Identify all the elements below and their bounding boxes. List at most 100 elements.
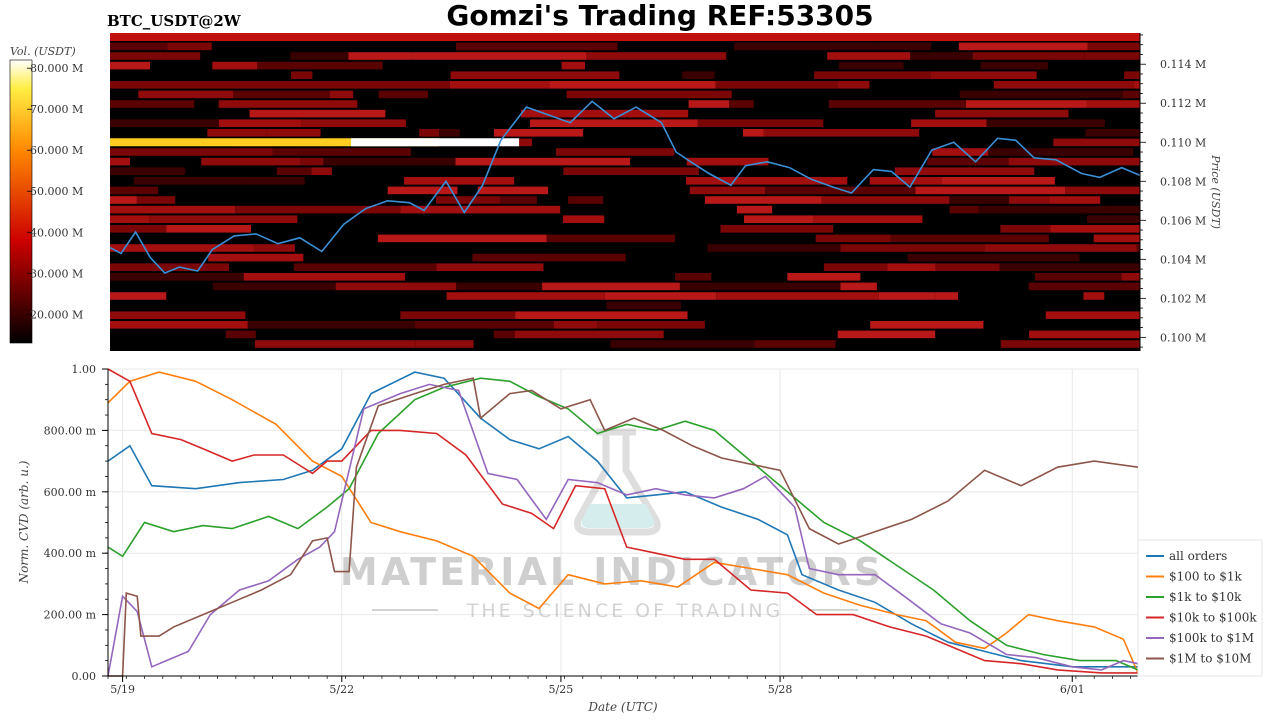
heatmap-band: [110, 167, 186, 175]
heatmap-band: [186, 321, 248, 329]
heatmap-band: [927, 157, 1009, 166]
heatmap-band: [1008, 157, 1140, 166]
heatmap-band: [218, 100, 358, 108]
heatmap-band: [675, 273, 712, 281]
heatmap-band: [720, 225, 834, 233]
colorbar-gradient: [9, 59, 33, 344]
heatmap-band: [225, 330, 256, 339]
heatmap-band: [404, 177, 515, 185]
heatmap-band: [985, 244, 1137, 252]
heatmap-band: [201, 157, 301, 166]
heatmap-band: [679, 282, 841, 291]
heatmap-band: [542, 282, 680, 291]
heatmap-band: [521, 109, 689, 118]
heatmap-band: [815, 234, 891, 243]
colorbar-tick-label: 60.000 M: [30, 144, 83, 157]
heatmap-band: [439, 129, 460, 137]
price-tick-label: 0.106 M: [1160, 214, 1206, 227]
heatmap-band: [207, 129, 267, 137]
heatmap-band: [208, 253, 304, 262]
heatmap-band: [257, 61, 383, 70]
heatmap-band: [446, 292, 605, 300]
heatmap-band: [110, 311, 246, 319]
cvd-axes: 0.00 200.00 m 400.00 m 600.00 m 800.00 m 1.00…: [44, 363, 1138, 696]
heatmap-band: [1000, 225, 1051, 233]
heatmap-band: [697, 119, 790, 127]
heatmap-band: [840, 244, 985, 252]
heatmap-band: [138, 90, 233, 99]
ticker-label: BTC_USDT@2W: [107, 12, 242, 30]
heatmap-band: [1085, 129, 1140, 137]
heatmap-band: [249, 109, 386, 118]
heatmap-band: [472, 253, 626, 262]
colorbar-tick-label: 80.000 M: [30, 62, 83, 75]
heatmap-band: [1087, 215, 1140, 223]
heatmap-band: [878, 292, 936, 300]
heatmap-band: [562, 215, 605, 223]
colorbar-label: Vol. (USDT): [10, 45, 76, 58]
heatmap-band: [1084, 52, 1140, 60]
heatmap-band: [493, 330, 515, 339]
heatmap-band: [110, 157, 130, 166]
heatmap-band: [743, 129, 764, 137]
heatmap-band: [707, 244, 841, 252]
price-tick-label: 0.104 M: [1160, 253, 1206, 266]
cvd-panel: MATERIAL INDICATORS THE SCIENCE OF TRADI…: [17, 363, 1263, 714]
heatmap-band: [763, 129, 920, 137]
legend-label: $100 to $1k: [1169, 570, 1242, 584]
heatmap-band: [110, 186, 159, 195]
heatmap-band: [300, 157, 324, 166]
price-tick-label: 0.110 M: [1160, 136, 1206, 149]
y-tick-label: 200.00 m: [44, 609, 97, 622]
heatmap-band: [1133, 81, 1140, 89]
heatmap-band: [715, 81, 838, 89]
heatmap-band: [254, 340, 416, 348]
heatmap-band: [110, 100, 195, 108]
heatmap-band: [400, 311, 516, 319]
liquidity-wall-peak: [351, 138, 520, 147]
heatmap-band: [133, 177, 245, 185]
x-tick-label: 5/28: [768, 683, 793, 696]
heatmap-band: [1029, 330, 1140, 339]
flask-liquid-icon: [581, 504, 655, 528]
heatmap-band: [682, 71, 715, 79]
heatmap-band: [910, 52, 973, 60]
heatmap-band: [110, 148, 273, 156]
price-axis: 0.114 M 0.112 M 0.110 M 0.108 M 0.106 M 0.104…: [1139, 33, 1206, 351]
heatmap-band: [276, 167, 312, 175]
x-tick-label: 5/22: [329, 683, 354, 696]
heatmap-band: [978, 205, 1105, 214]
heatmap-band: [166, 225, 251, 233]
y-tick-label: 600.00 m: [44, 486, 97, 499]
heatmap-band: [110, 215, 150, 223]
heatmap-band: [754, 340, 836, 348]
x-tick-label: 5/25: [549, 683, 574, 696]
series-line: [108, 377, 1139, 677]
heatmap-band: [266, 129, 321, 137]
heatmap-band: [765, 186, 916, 195]
heatmap-band: [1136, 244, 1140, 252]
price-tick-label: 0.102 M: [1160, 292, 1206, 305]
heatmap-band: [935, 263, 1000, 271]
heatmap-band: [911, 119, 987, 127]
heatmap-band: [906, 196, 950, 204]
heatmap-band: [935, 292, 959, 300]
heatmap-band: [827, 52, 911, 60]
heatmap-band: [686, 177, 848, 185]
heatmap-band: [149, 215, 298, 223]
heatmap-band: [704, 196, 822, 204]
colorbar-tick-label: 30.000 M: [30, 267, 83, 280]
heatmap-band: [1049, 196, 1101, 204]
price-axis-label: Price (USDT): [1209, 154, 1222, 229]
x-tick-label: 6/01: [1060, 683, 1085, 696]
heatmap-band: [733, 42, 876, 51]
heatmap-band: [823, 263, 888, 271]
cvd-x-axis-label: Date (UTC): [587, 700, 657, 714]
heatmap-band: [1028, 282, 1140, 291]
heatmap-band: [1086, 100, 1140, 108]
heatmap-band: [716, 292, 879, 300]
heatmap-band: [514, 330, 664, 339]
colorbar-ticks: 80.000 M 70.000 M 60.000 M 50.000 M 40.000 M…: [27, 62, 83, 321]
heatmap-band: [1050, 52, 1085, 60]
heatmap-band: [311, 167, 332, 175]
